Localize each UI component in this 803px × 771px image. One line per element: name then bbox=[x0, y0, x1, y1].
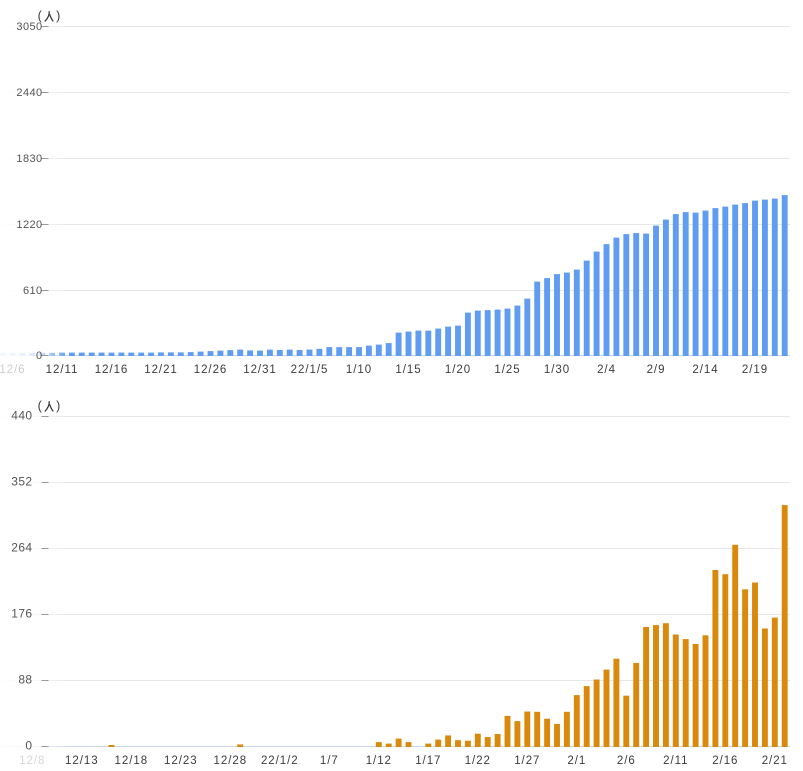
svg-text:1/10: 1/10 bbox=[346, 364, 372, 376]
svg-text:(: ( bbox=[38, 9, 43, 23]
svg-text:1/20: 1/20 bbox=[445, 364, 471, 376]
svg-text:12/18: 12/18 bbox=[115, 755, 149, 767]
svg-text:12/16: 12/16 bbox=[95, 364, 129, 376]
svg-text:2/9: 2/9 bbox=[647, 364, 666, 376]
svg-text:3050: 3050 bbox=[16, 21, 42, 33]
svg-text:2/14: 2/14 bbox=[692, 364, 718, 376]
svg-text:12/21: 12/21 bbox=[144, 364, 178, 376]
svg-text:2/6: 2/6 bbox=[617, 755, 636, 767]
svg-text:440: 440 bbox=[11, 409, 32, 423]
svg-text:12/26: 12/26 bbox=[194, 364, 228, 376]
svg-text:1/7: 1/7 bbox=[320, 755, 339, 767]
svg-text:1/12: 1/12 bbox=[366, 755, 392, 767]
svg-text:0: 0 bbox=[25, 739, 32, 753]
svg-text:12/6: 12/6 bbox=[0, 364, 26, 376]
svg-text:22/1/2: 22/1/2 bbox=[261, 755, 299, 767]
svg-text:12/28: 12/28 bbox=[214, 755, 248, 767]
svg-text:610: 610 bbox=[23, 285, 43, 297]
svg-text:1/15: 1/15 bbox=[395, 364, 421, 376]
svg-text:2440: 2440 bbox=[16, 87, 42, 99]
svg-text:2/4: 2/4 bbox=[597, 364, 616, 376]
svg-text:2/21: 2/21 bbox=[762, 755, 788, 767]
svg-text:2/1: 2/1 bbox=[567, 755, 586, 767]
svg-text:(: ( bbox=[38, 399, 43, 413]
svg-text:2/16: 2/16 bbox=[712, 755, 738, 767]
svg-text:1/25: 1/25 bbox=[494, 364, 520, 376]
svg-text:1/17: 1/17 bbox=[415, 755, 441, 767]
svg-text:1/27: 1/27 bbox=[514, 755, 540, 767]
svg-text:): ) bbox=[56, 9, 60, 23]
svg-text:): ) bbox=[56, 399, 60, 413]
svg-text:176: 176 bbox=[11, 607, 32, 621]
svg-text:12/23: 12/23 bbox=[164, 755, 198, 767]
svg-text:12/8: 12/8 bbox=[19, 755, 45, 767]
svg-text:1/30: 1/30 bbox=[544, 364, 570, 376]
svg-text:22/1/5: 22/1/5 bbox=[291, 364, 329, 376]
svg-text:12/11: 12/11 bbox=[46, 364, 79, 376]
svg-text:1/22: 1/22 bbox=[465, 755, 491, 767]
svg-text:1830: 1830 bbox=[16, 153, 42, 165]
svg-text:0: 0 bbox=[36, 350, 43, 362]
svg-text:12/31: 12/31 bbox=[243, 364, 277, 376]
svg-text:264: 264 bbox=[11, 541, 32, 555]
svg-text:352: 352 bbox=[11, 475, 32, 489]
svg-text:2/11: 2/11 bbox=[663, 755, 688, 767]
svg-text:12/13: 12/13 bbox=[65, 755, 99, 767]
svg-text:88: 88 bbox=[18, 673, 32, 687]
svg-text:1220: 1220 bbox=[16, 219, 42, 231]
svg-text:2/19: 2/19 bbox=[742, 364, 768, 376]
